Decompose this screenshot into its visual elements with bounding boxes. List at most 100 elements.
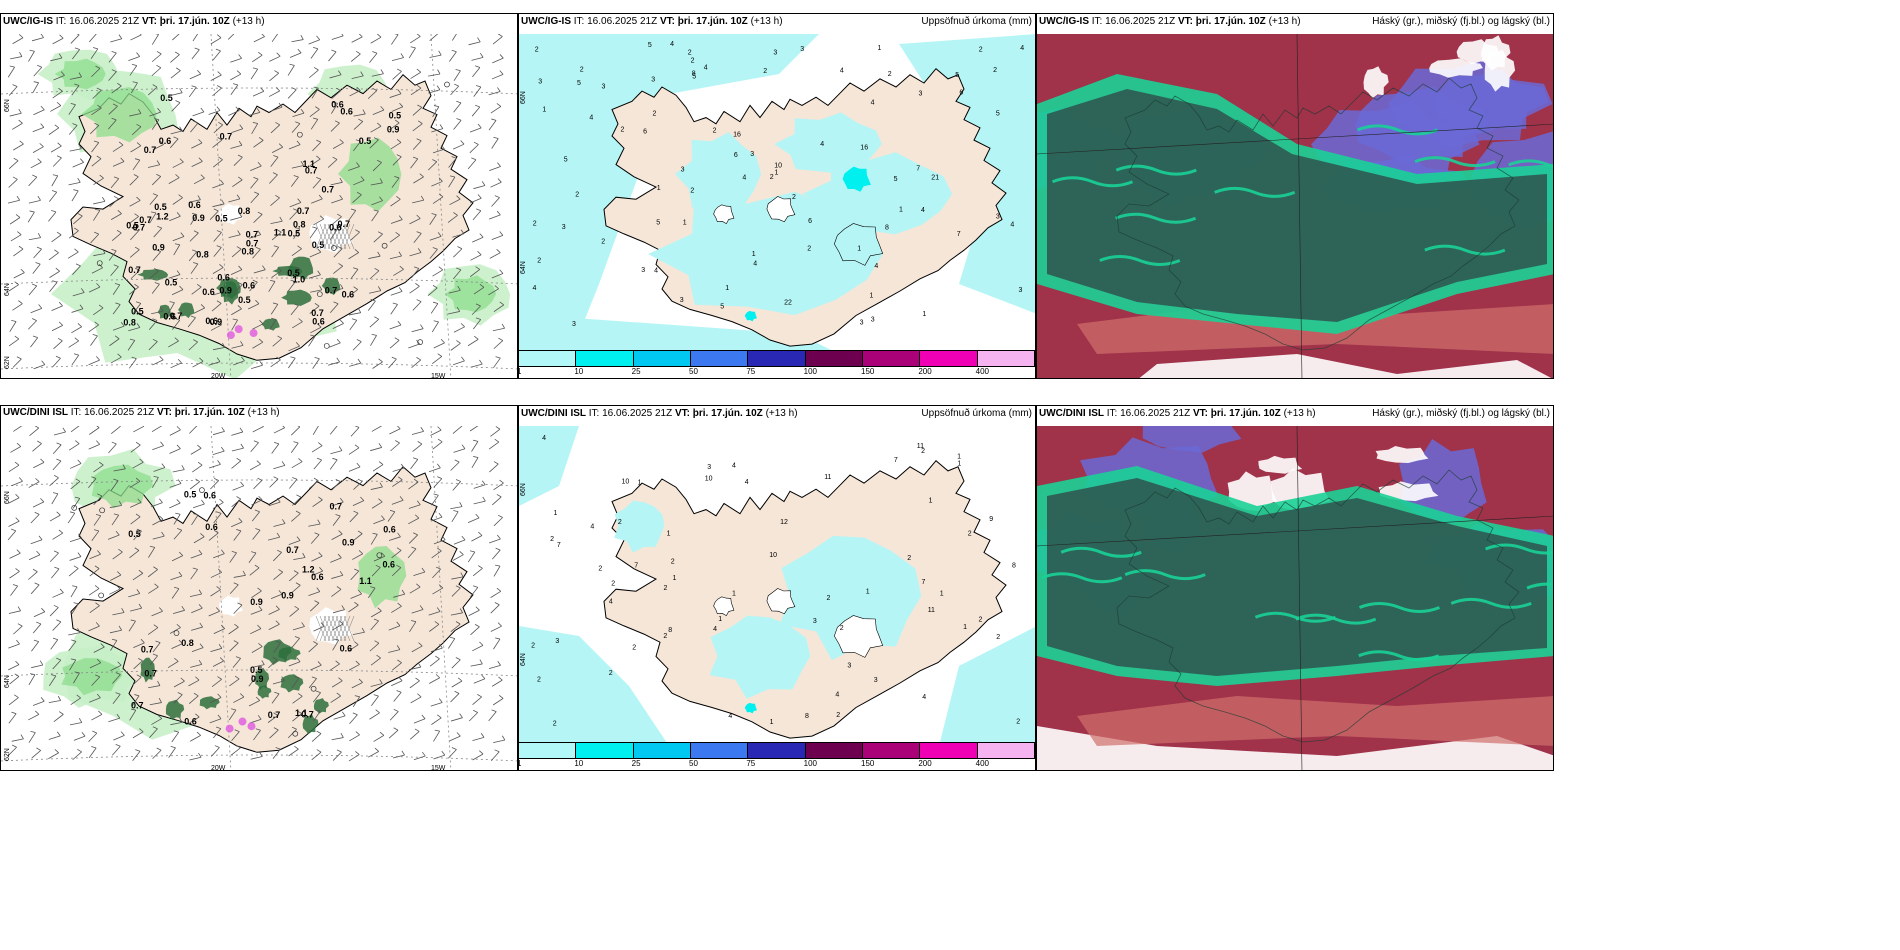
wind-barb: [12, 37, 24, 45]
wind-barb-flag: [221, 287, 226, 292]
wind-barb-flag: [416, 214, 421, 219]
panel-title: UWC/DINI ISL IT: 16.06.2025 21Z VT: þri.…: [3, 407, 280, 418]
wind-barb-flag: [456, 306, 461, 312]
wind-barb-flag: [434, 729, 440, 732]
wind-barb-flag: [35, 262, 41, 265]
wind-barb-flag: [394, 337, 400, 341]
heavy-precip-area: [272, 265, 303, 277]
colorbar-swatch: [633, 743, 691, 758]
wind-barb: [469, 127, 482, 133]
wind-barb-flag: [196, 731, 201, 736]
wind-barb-flag: [302, 552, 306, 558]
wind-barb: [28, 199, 41, 204]
longitude-label: 20W: [211, 765, 226, 771]
wind-barb-flag: [441, 750, 446, 756]
cloud-contour: [1414, 156, 1496, 168]
wind-barb: [112, 325, 125, 331]
wind-barb-flag: [289, 63, 295, 66]
wind-barb-flag: [75, 440, 80, 444]
wind-barb: [270, 197, 280, 206]
wind-barb: [367, 90, 378, 100]
wind-barb: [429, 54, 442, 58]
wind-barb: [408, 504, 421, 509]
wind-barb: [447, 214, 458, 223]
glacier: [219, 595, 243, 617]
clear-sky-area: [1484, 49, 1516, 92]
wind-barb: [367, 751, 379, 758]
wind-barb: [50, 105, 61, 112]
wind-barb: [471, 441, 479, 452]
precip-value-label: 1.2: [156, 212, 169, 222]
wind-barb-flag: [475, 266, 480, 270]
precip-amount-label: 4: [670, 41, 674, 48]
wind-barb: [210, 572, 222, 578]
wind-barb-flag: [354, 695, 360, 698]
wind-barb: [213, 232, 222, 242]
cloud-contour: [1484, 543, 1553, 555]
wind-barb: [31, 664, 43, 669]
wind-barb: [491, 273, 504, 279]
wind-barb-flag: [54, 124, 60, 129]
wind-barb-flag: [216, 607, 220, 612]
wind-barb-flag: [317, 248, 322, 253]
wind-barb-flag: [451, 747, 457, 750]
wind-barb: [168, 340, 179, 348]
wind-barb-flag: [392, 302, 398, 305]
wind-barb-flag: [253, 176, 259, 180]
wind-barb: [469, 269, 480, 278]
wind-barb-flag: [136, 674, 142, 678]
wind-barb-flag: [92, 334, 98, 337]
latitude-label: 62N: [4, 356, 11, 369]
wind-barb-flag: [36, 621, 42, 625]
wind-barb-flag: [437, 426, 442, 431]
heavy-precip-area: [263, 639, 292, 665]
wind-barb: [213, 291, 226, 296]
wind-barb: [152, 251, 162, 261]
wind-barb: [429, 34, 439, 42]
wind-barb: [212, 502, 224, 509]
wind-barb-flag: [356, 462, 361, 468]
wind-barb-flag: [497, 514, 503, 518]
glacier: [766, 196, 796, 223]
wind-barb-flag: [179, 88, 183, 93]
wind-barb: [28, 674, 36, 686]
wind-barb: [348, 604, 359, 613]
precip-amount-label: 2: [807, 246, 811, 253]
wind-barb-flag: [58, 321, 63, 326]
precip-value-label: 0.7: [305, 165, 318, 175]
wind-barb-flag: [411, 546, 417, 550]
wind-barb-flag: [453, 212, 458, 216]
wind-barb-flag: [117, 571, 122, 576]
precip-amount-label: 8: [668, 627, 672, 634]
wind-barb: [208, 610, 220, 617]
wind-barb: [151, 610, 163, 617]
wind-barb-flag: [17, 231, 22, 236]
wind-barb-flag: [441, 535, 446, 541]
wind-barb: [147, 164, 160, 168]
wind-barb-flag: [216, 357, 221, 362]
wind-barb: [351, 75, 364, 79]
wind-barb-flag: [314, 357, 320, 360]
wind-barb: [312, 426, 319, 435]
wind-barb: [492, 698, 504, 706]
colorbar-tick-label: 25: [631, 759, 641, 768]
cloud-contour: [1214, 186, 1296, 198]
precip-amount-label: 1: [554, 510, 558, 517]
wind-barb: [431, 495, 439, 506]
wind-barb: [252, 529, 261, 540]
wind-barb: [290, 442, 299, 454]
precip-amount-label: 4: [840, 68, 844, 75]
station-marker: [292, 730, 299, 737]
wind-barb: [168, 177, 180, 184]
wind-barb-flag: [72, 123, 78, 126]
wind-barb: [172, 236, 185, 242]
wind-barb: [172, 197, 183, 205]
latitude-label: 64N: [4, 283, 11, 296]
wind-barb: [67, 512, 76, 524]
glacier: [766, 588, 796, 615]
wind-barb-flag: [235, 656, 241, 659]
precip-amount-label: 2: [690, 188, 694, 195]
wind-barb-flag: [257, 477, 263, 481]
wind-barb-flag: [221, 427, 225, 432]
